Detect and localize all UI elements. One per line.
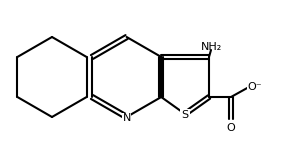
Text: N: N (122, 113, 131, 123)
Text: NH₂: NH₂ (200, 42, 222, 52)
Text: S: S (181, 110, 189, 120)
Text: O⁻: O⁻ (248, 82, 262, 92)
Text: O: O (226, 123, 235, 133)
